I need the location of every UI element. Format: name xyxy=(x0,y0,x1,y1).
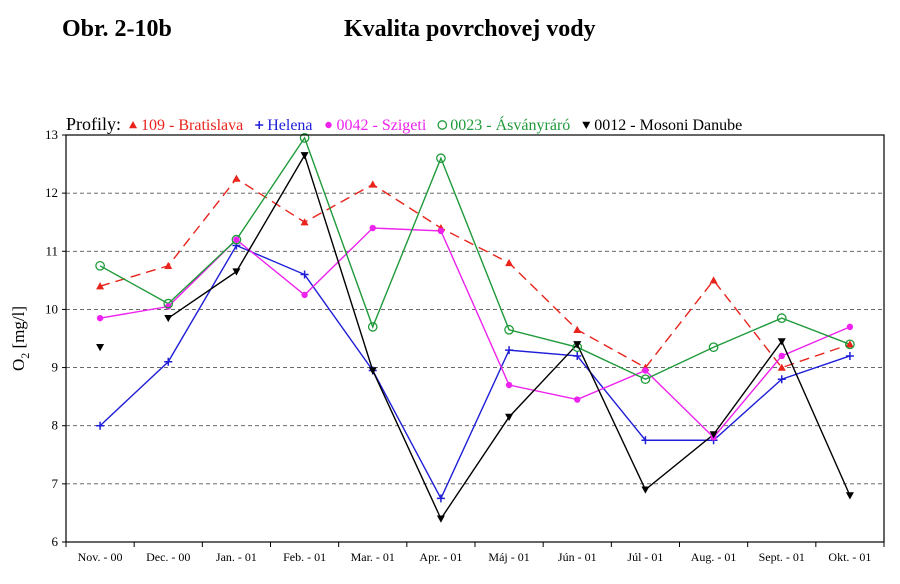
data-point xyxy=(436,153,446,164)
data-point xyxy=(708,342,719,353)
data-point xyxy=(231,234,242,245)
y-tick-label: 11 xyxy=(45,243,58,258)
series-lines xyxy=(99,136,851,521)
data-point xyxy=(164,314,173,323)
series-line-2 xyxy=(99,244,851,500)
y-tick-label: 6 xyxy=(52,534,59,549)
data-point xyxy=(574,396,581,403)
data-point xyxy=(96,314,104,322)
data-point xyxy=(163,298,174,309)
series-line-5 xyxy=(167,153,851,521)
legend-marker xyxy=(255,121,264,129)
data-point xyxy=(640,374,651,385)
data-point xyxy=(845,351,854,360)
data-point xyxy=(96,344,105,352)
data-point xyxy=(96,421,105,430)
x-tick-label: Aug. - 01 xyxy=(691,550,737,564)
y-tick-label: 8 xyxy=(52,418,59,433)
y-tick-label: 7 xyxy=(52,476,59,491)
data-point xyxy=(709,431,718,439)
x-tick-label: Dec. - 00 xyxy=(146,550,190,564)
y-tick-label: 12 xyxy=(45,185,58,200)
x-tick-label: Apr. - 01 xyxy=(419,550,462,564)
data-point xyxy=(299,133,310,143)
data-point xyxy=(845,340,854,348)
figure-title: Kvalita povrchovej vody xyxy=(344,16,596,42)
x-tick-label: Sept. - 01 xyxy=(759,550,805,564)
y-tick-label: 9 xyxy=(52,360,59,375)
data-point xyxy=(232,268,241,276)
series-line-3 xyxy=(99,227,851,439)
data-point xyxy=(778,352,785,360)
plot-frame xyxy=(65,134,885,543)
y-axis-label: O2 [mg/l] xyxy=(9,306,32,371)
legend-label: 109 - Bratislava xyxy=(141,117,243,134)
legend-label: 0012 - Mosoni Danube xyxy=(594,117,742,134)
legend-marker xyxy=(582,121,591,129)
data-point xyxy=(845,492,854,500)
legend-label: Helena xyxy=(267,117,312,134)
data-point xyxy=(368,180,377,188)
data-point xyxy=(301,291,308,299)
data-point xyxy=(300,152,309,160)
x-axis-ticks: Nov. - 00 Dec. - 00 Jan. - 01 Feb. - 01 Mar.… xyxy=(65,542,885,564)
series-line-4 xyxy=(99,136,851,380)
grid-lines xyxy=(66,192,884,485)
data-point xyxy=(642,367,649,374)
series-markers xyxy=(95,133,855,523)
data-point xyxy=(436,515,445,523)
data-point xyxy=(573,325,582,333)
data-point xyxy=(369,224,376,232)
figure-number: Obr. 2-10b xyxy=(62,16,172,42)
y-tick-label: 10 xyxy=(45,301,58,316)
y-tick-label: 13 xyxy=(45,127,58,142)
data-point xyxy=(641,436,650,445)
data-point xyxy=(846,323,854,331)
data-point xyxy=(368,367,377,375)
data-point xyxy=(641,486,650,494)
data-point xyxy=(776,313,787,323)
data-point xyxy=(96,282,105,290)
data-point xyxy=(573,341,582,349)
data-point xyxy=(573,351,582,360)
data-point xyxy=(505,346,514,355)
data-point xyxy=(367,322,378,332)
x-tick-label: Jún - 01 xyxy=(558,550,597,564)
data-point xyxy=(164,357,173,366)
x-tick-label: Mar. - 01 xyxy=(351,550,395,564)
data-point xyxy=(233,236,240,243)
data-point xyxy=(845,339,855,350)
data-point xyxy=(505,413,514,421)
data-point xyxy=(504,324,514,335)
data-point xyxy=(95,260,105,271)
data-point xyxy=(709,276,718,284)
data-point xyxy=(777,375,786,384)
x-tick-label: Máj - 01 xyxy=(488,550,529,564)
legend-label: 0023 - Ásványráró xyxy=(450,115,570,134)
legend-marker xyxy=(325,121,332,129)
data-point xyxy=(300,270,309,279)
data-point xyxy=(777,363,786,371)
legend-prefix: Profily: xyxy=(66,114,121,134)
data-point xyxy=(437,227,445,235)
data-point xyxy=(777,338,786,346)
y-axis-ticks: 6 7 8 9 10 11 12 13 xyxy=(45,127,66,549)
legend-marker xyxy=(129,121,138,129)
series-line-1 xyxy=(99,177,851,369)
x-tick-label: Nov. - 00 xyxy=(78,550,123,564)
data-point xyxy=(164,261,173,270)
x-tick-label: Jan. - 01 xyxy=(216,550,257,564)
legend-label: 0042 - Szigeti xyxy=(337,117,427,134)
legend-marker xyxy=(437,120,448,130)
data-point xyxy=(232,174,241,182)
x-tick-label: Júl - 01 xyxy=(627,550,663,564)
legend: Profily: 109 - Bratislava Helena 0042 - Szi… xyxy=(66,114,742,134)
x-tick-label: Okt. - 01 xyxy=(828,550,871,564)
x-tick-label: Feb. - 01 xyxy=(283,550,326,564)
data-point xyxy=(505,258,514,267)
data-point xyxy=(436,494,445,503)
data-point xyxy=(300,218,309,226)
data-point xyxy=(505,381,513,389)
